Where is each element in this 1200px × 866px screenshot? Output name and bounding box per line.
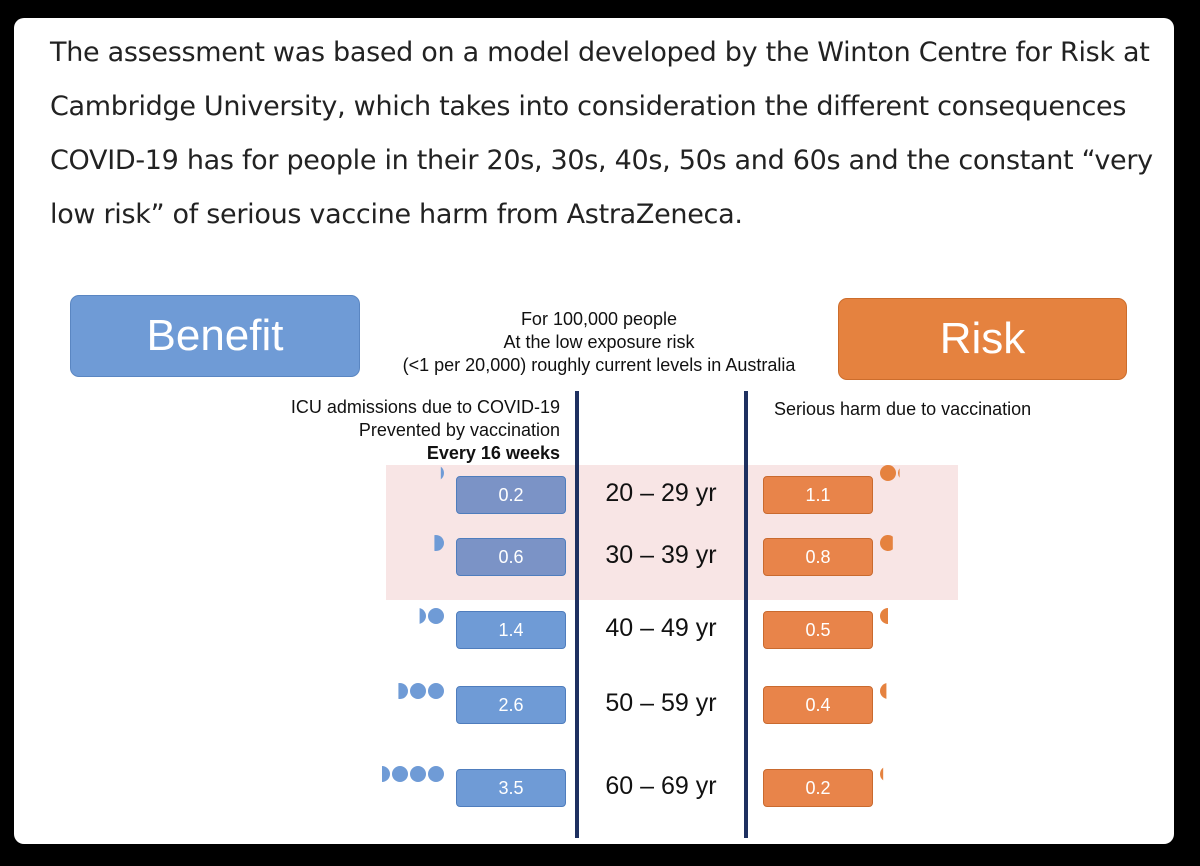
benefit-value: 0.6 <box>456 538 566 576</box>
value-symbol <box>410 766 426 782</box>
value-symbols <box>880 683 887 699</box>
benefit-risk-figure: Benefit Risk For 100,000 people At the l… <box>14 18 1174 844</box>
right-divider <box>744 391 748 838</box>
benefit-value: 0.2 <box>456 476 566 514</box>
risk-value: 0.8 <box>763 538 873 576</box>
header-line: For 100,000 people <box>520 309 678 329</box>
benefit-header-line: Prevented by vaccination <box>358 420 560 440</box>
age-group-label: 20 – 29 yr <box>605 479 717 507</box>
value-symbol <box>440 466 444 480</box>
risk-value: 0.5 <box>763 611 873 649</box>
age-group-label: 40 – 49 yr <box>605 614 717 642</box>
value-symbols <box>434 535 444 551</box>
value-symbol <box>382 766 390 782</box>
benefit-header-line: ICU admissions due to COVID-19 <box>290 397 560 417</box>
age-group-label: 50 – 59 yr <box>605 689 717 717</box>
left-divider <box>575 391 579 838</box>
value-symbol <box>880 535 893 551</box>
content-card: The assessment was based on a model deve… <box>14 18 1174 844</box>
value-symbol <box>880 767 884 781</box>
risk-column-header: Serious harm due to vaccination <box>774 399 1032 419</box>
value-symbols <box>398 683 444 699</box>
value-symbol <box>428 766 444 782</box>
value-symbol <box>880 465 896 481</box>
benefit-value: 3.5 <box>456 769 566 807</box>
risk-value: 1.1 <box>763 476 873 514</box>
value-symbol <box>880 683 887 699</box>
value-symbol <box>428 608 444 624</box>
value-symbols <box>382 766 444 782</box>
benefit-value: 2.6 <box>456 686 566 724</box>
value-symbol <box>434 535 444 551</box>
value-symbols <box>440 466 444 480</box>
risk-label: Risk <box>838 298 1127 380</box>
value-symbols <box>880 767 884 781</box>
figure-header: For 100,000 people At the low exposure r… <box>369 308 829 377</box>
benefit-label: Benefit <box>70 295 360 377</box>
risk-value: 0.2 <box>763 769 873 807</box>
header-line: At the low exposure risk <box>503 332 695 352</box>
age-group-label: 30 – 39 yr <box>605 541 717 569</box>
value-symbol <box>419 608 426 624</box>
value-symbol <box>392 766 408 782</box>
value-symbols <box>880 608 888 624</box>
benefit-column-header: ICU admissions due to COVID-19 Prevented… <box>214 396 560 465</box>
value-symbol <box>398 683 408 699</box>
value-symbol <box>898 468 900 478</box>
value-symbols <box>880 535 893 551</box>
value-symbol <box>880 608 888 624</box>
value-symbols <box>419 608 444 624</box>
benefit-header-period: Every 16 weeks <box>426 443 560 463</box>
article-paragraph: The assessment was based on a model deve… <box>50 37 1153 230</box>
value-symbol <box>410 683 426 699</box>
header-line: (<1 per 20,000) roughly current levels i… <box>402 355 796 375</box>
benefit-value: 1.4 <box>456 611 566 649</box>
risk-value: 0.4 <box>763 686 873 724</box>
value-symbols <box>880 465 900 481</box>
age-group-label: 60 – 69 yr <box>605 772 717 800</box>
value-symbol <box>428 683 444 699</box>
